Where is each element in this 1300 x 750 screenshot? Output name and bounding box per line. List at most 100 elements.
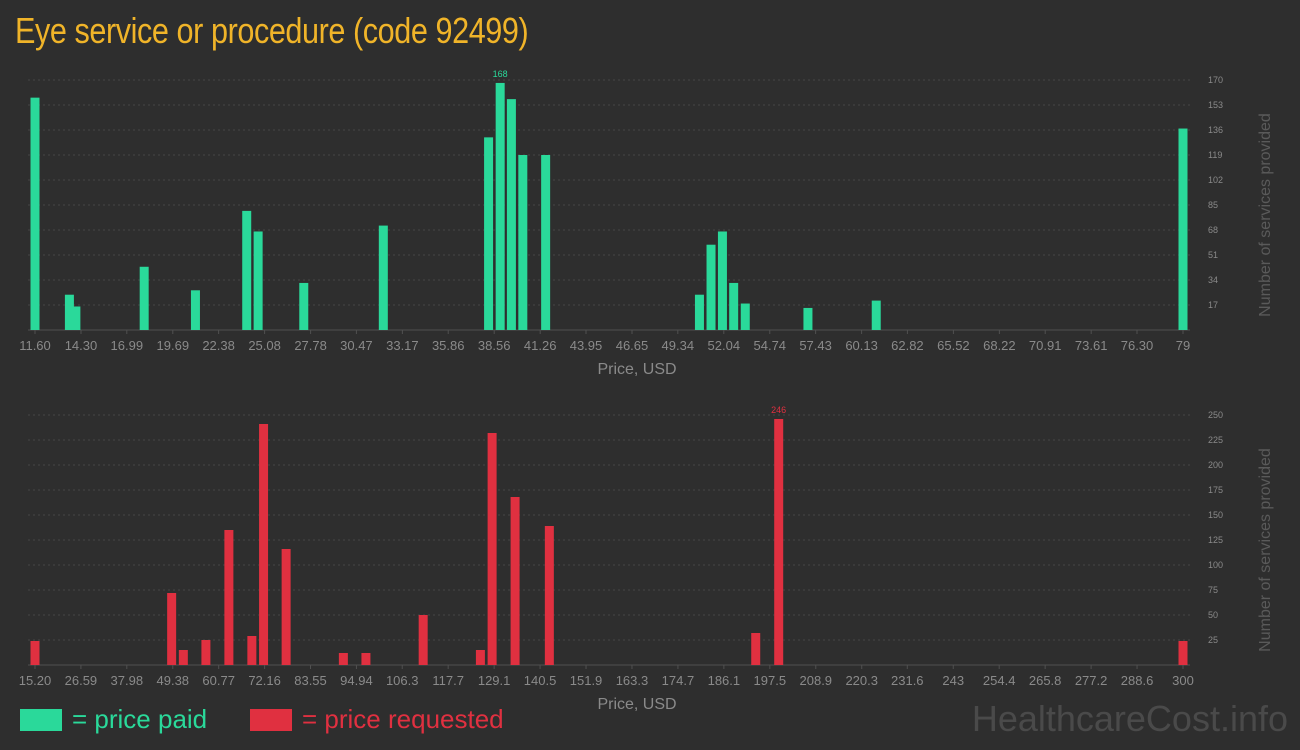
price-requested-bar: [1178, 641, 1188, 665]
price-paid-bar: [484, 137, 494, 330]
price-paid-bar: [299, 282, 309, 330]
price-paid-bar: [694, 294, 704, 330]
price-paid-y-tick-label: 170: [1208, 75, 1223, 85]
price-paid-bar: [64, 294, 74, 330]
price-requested-x-tick-label: 37.98: [111, 673, 144, 688]
price-requested-bar: [475, 650, 485, 665]
price-paid-bar: [706, 244, 716, 330]
price-requested-x-tick-label: 106.3: [386, 673, 419, 688]
price-requested-x-tick-label: 94.94: [340, 673, 373, 688]
price-paid-x-tick-label: 11.60: [19, 338, 51, 353]
price-paid-y-tick-label: 51: [1208, 250, 1218, 260]
price-paid-bar: [729, 282, 739, 330]
price-paid-x-tick-label: 52.04: [708, 338, 741, 353]
price-paid-x-tick-label: 65.52: [937, 338, 970, 353]
price-paid-bar: [71, 306, 81, 330]
price-paid-x-tick-label: 49.34: [662, 338, 695, 353]
price-paid-x-tick-label: 25.08: [248, 338, 281, 353]
price-requested-x-tick-label: 186.1: [708, 673, 741, 688]
price-paid-bar: [506, 99, 516, 330]
price-requested-bar: [201, 640, 211, 665]
price-requested-x-tick-label: 15.20: [19, 673, 52, 688]
price-paid-x-tick-label: 22.38: [202, 338, 235, 353]
price-paid-bar: [378, 225, 388, 330]
price-requested-bars: [30, 419, 1188, 665]
price-requested-x-tick-label: 300: [1172, 673, 1194, 688]
price-requested-bar: [224, 530, 234, 665]
price-requested-x-tick-label: 288.6: [1121, 673, 1154, 688]
price-requested-bar: [247, 636, 257, 665]
price-paid-x-tick-label: 14.30: [65, 338, 98, 353]
price-paid-bar: [541, 155, 551, 330]
price-requested-bar: [751, 633, 761, 665]
price-paid-x-tick-label: 46.65: [616, 338, 649, 353]
price-requested-x-tick-label: 254.4: [983, 673, 1016, 688]
page-title: Eye service or procedure (code 92499): [15, 10, 529, 51]
price-paid-x-tick-label: 73.61: [1075, 338, 1108, 353]
price-paid-bar: [1178, 128, 1188, 330]
price-requested-y-tick-label: 75: [1208, 585, 1218, 595]
price-paid-bar: [139, 266, 149, 330]
legend-requested-label: = price requested: [302, 704, 504, 734]
price-requested-x-tick-label: 151.9: [570, 673, 603, 688]
price-requested-y-tick-label: 250: [1208, 410, 1223, 420]
price-requested-bar: [259, 424, 269, 665]
price-paid-bar: [518, 155, 528, 330]
price-paid-bar: [871, 300, 881, 330]
price-paid-x-tick-label: 68.22: [983, 338, 1016, 353]
watermark: HealthcareCost.info: [971, 698, 1288, 739]
price-requested-x-tick-label: 49.38: [157, 673, 190, 688]
price-paid-x-tick-label: 27.78: [294, 338, 327, 353]
price-requested-x-tick-label: 117.7: [432, 673, 464, 688]
price-paid-peak-label: 168: [493, 69, 508, 79]
price-requested-y-tick-label: 100: [1208, 560, 1223, 570]
price-requested-x-tick-label: 208.9: [800, 673, 833, 688]
price-requested-x-tick-label: 174.7: [662, 673, 695, 688]
price-paid-bars: [30, 82, 1188, 330]
price-paid-x-tick-label: 16.99: [111, 338, 144, 353]
price-paid-y-tick-label: 119: [1208, 150, 1222, 160]
price-requested-x-tick-label: 72.16: [248, 673, 281, 688]
price-paid-bar: [803, 307, 813, 330]
legend-paid-label: = price paid: [72, 704, 208, 734]
price-paid-x-tick-label: 54.74: [754, 338, 787, 353]
price-paid-y-tick-label: 153: [1208, 100, 1223, 110]
price-paid-y-tick-label: 136: [1208, 125, 1223, 135]
price-paid-bar: [253, 231, 263, 330]
price-paid-x-tick-label: 62.82: [891, 338, 924, 353]
price-requested-y-axis-title: Number of services provided: [1257, 448, 1274, 652]
price-requested-gridlines: [28, 414, 1190, 666]
price-paid-y-tick-label: 102: [1208, 175, 1223, 185]
price-requested-bar: [167, 593, 177, 665]
price-paid-x-tick-label: 76.30: [1121, 338, 1154, 353]
price-paid-x-axis-title: Price, USD: [597, 361, 676, 378]
price-requested-bar: [361, 653, 371, 665]
price-requested-bar: [510, 497, 520, 665]
price-paid-x-tick-label: 30.47: [340, 338, 373, 353]
price-paid-x-tick-label: 38.56: [478, 338, 511, 353]
price-paid-x-tick-label: 19.69: [157, 338, 190, 353]
price-requested-bar: [338, 653, 348, 665]
price-requested-x-axis-title: Price, USD: [597, 696, 676, 713]
price-requested-bar: [774, 419, 784, 665]
price-requested-y-tick-label: 225: [1208, 435, 1223, 445]
price-requested-peak-label: 246: [771, 405, 786, 415]
price-requested-x-ticks: 15.20 26.59 37.98 49.38 60.77 72.16 83.55 94.94…: [19, 665, 1194, 688]
price-paid-y-tick-label: 17: [1208, 300, 1218, 310]
price-paid-x-tick-label: 60.13: [845, 338, 878, 353]
price-paid-x-tick-label: 57.43: [799, 338, 832, 353]
price-requested-y-tick-label: 125: [1208, 535, 1223, 545]
price-requested-bar: [487, 433, 497, 665]
price-paid-y-ticks: 17 34 51 68 85 102 119 136 153 170: [1208, 75, 1223, 310]
price-requested-y-ticks: 25 50 75 100 125 150 175 200 225 250: [1208, 410, 1223, 645]
price-paid-x-tick-label: 43.95: [570, 338, 603, 353]
price-paid-bar: [30, 97, 40, 330]
price-paid-x-tick-label: 41.26: [524, 338, 557, 353]
price-paid-bar: [242, 210, 252, 330]
price-paid-y-tick-label: 68: [1208, 225, 1218, 235]
price-requested-x-tick-label: 83.55: [294, 673, 327, 688]
price-requested-y-tick-label: 200: [1208, 460, 1223, 470]
legend-price-paid: = price paid: [20, 704, 207, 735]
price-requested-x-tick-label: 26.59: [65, 673, 98, 688]
price-requested-bar: [544, 526, 554, 665]
